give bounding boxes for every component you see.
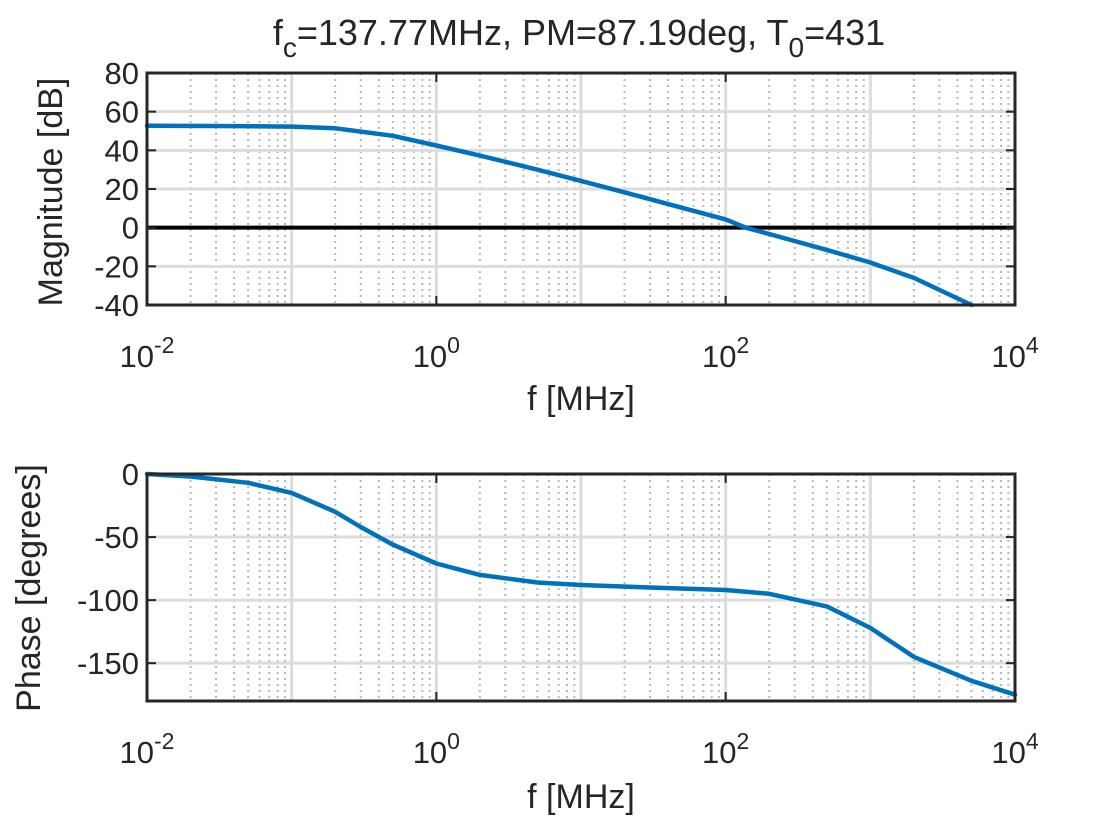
magnitude-y-tick-label: -40 — [94, 288, 139, 323]
phase-plot: Phase [degrees] f [MHz] 0 -50 -100 -150 10-2… — [10, 457, 1039, 816]
magnitude-x-axis-label: f [MHz] — [527, 380, 635, 418]
magnitude-y-tick-label: -20 — [94, 249, 139, 284]
magnitude-y-tick-label: 40 — [105, 133, 139, 168]
phase-y-tick-label: -150 — [77, 646, 139, 681]
phase-x-tick-label: 104 — [991, 728, 1038, 770]
phase-x-tick-label: 102 — [702, 728, 749, 770]
magnitude-x-tick-label: 100 — [413, 332, 460, 374]
phase-x-tick-label: 100 — [413, 728, 460, 770]
magnitude-x-tick-label: 104 — [991, 332, 1038, 374]
phase-y-axis-label: Phase [degrees] — [10, 464, 48, 712]
phase-y-tick-label: -100 — [77, 583, 139, 618]
phase-grid — [145, 472, 1017, 701]
phase-y-tick-label: -50 — [94, 520, 139, 555]
magnitude-x-tick-label: 10-2 — [120, 332, 175, 374]
phase-axes-box — [145, 472, 1017, 703]
magnitude-y-tick-label: 60 — [105, 95, 139, 130]
magnitude-y-tick-label: 0 — [122, 211, 139, 246]
phase-x-tick-label: 10-2 — [120, 728, 175, 770]
magnitude-y-tick-label: 20 — [105, 172, 139, 207]
magnitude-y-tick-label: 80 — [105, 56, 139, 91]
phase-y-tick-label: 0 — [122, 457, 139, 492]
magnitude-x-tick-label: 102 — [702, 332, 749, 374]
magnitude-series-line — [144, 123, 974, 308]
figure-title: fc=137.77MHz, PM=87.19deg, T0=431 — [273, 12, 885, 63]
magnitude-y-axis-label: Magnitude [dB] — [32, 78, 70, 307]
phase-x-axis-label: f [MHz] — [527, 778, 635, 816]
phase-series-line — [144, 471, 1018, 697]
